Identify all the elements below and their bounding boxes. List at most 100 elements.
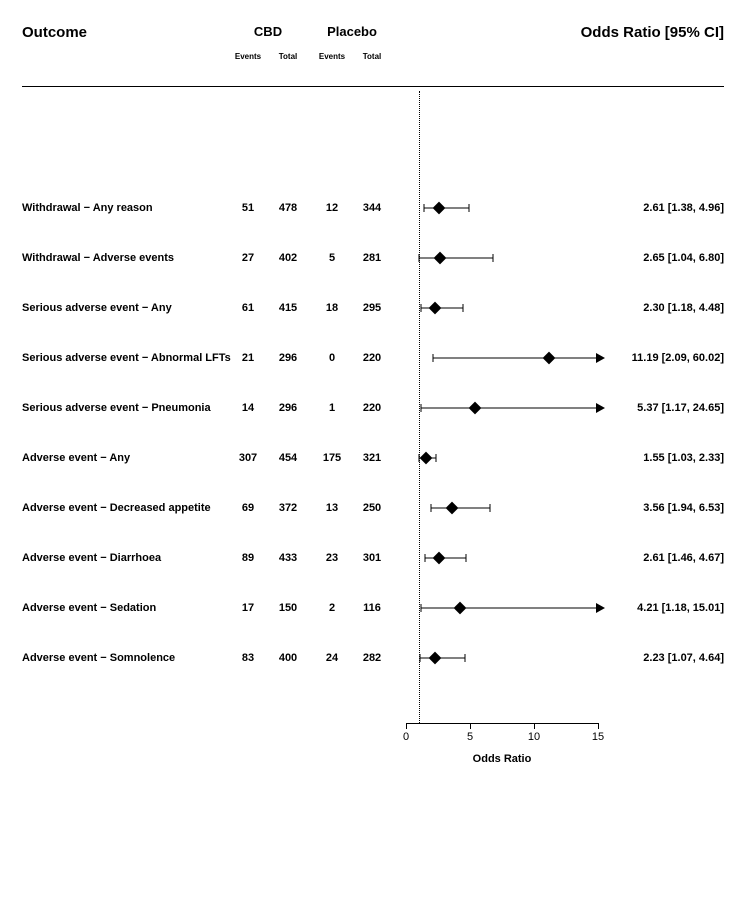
cbd-events-value: 21 (242, 352, 254, 364)
forest-plot-page: Outcome CBD Placebo Odds Ratio [95% CI] … (0, 0, 746, 899)
ci-cap-high (493, 254, 494, 262)
placebo-total-value: 301 (363, 552, 381, 564)
forest-row: Adverse event − Sedation1715021164.21 [1… (22, 583, 724, 633)
x-axis-line (406, 723, 598, 724)
point-estimate-diamond-icon (428, 652, 441, 665)
effect-display: 3.56 [1.94, 6.53] (643, 502, 724, 514)
cbd-total-value: 478 (279, 202, 297, 214)
header-cbd: CBD (254, 24, 282, 39)
forest-row: Withdrawal − Adverse events2740252812.65… (22, 233, 724, 283)
x-axis-tick (534, 723, 535, 729)
point-estimate-diamond-icon (454, 602, 467, 615)
forest-row: Serious adverse event − Abnormal LFTs212… (22, 333, 724, 383)
placebo-total-value: 344 (363, 202, 381, 214)
ci-cap-low (421, 304, 422, 312)
forest-row: Serious adverse event − Pneumonia1429612… (22, 383, 724, 433)
placebo-total-value: 321 (363, 452, 381, 464)
ci-arrow-high-icon (596, 353, 605, 363)
forest-row: Adverse event − Somnolence83400242822.23… (22, 633, 724, 683)
placebo-total-value: 282 (363, 652, 381, 664)
forest-row: Adverse event − Any3074541753211.55 [1.0… (22, 433, 724, 483)
ci-cap-low (432, 354, 433, 362)
subheader-cbd-events: Events (235, 52, 261, 61)
outcome-label: Serious adverse event − Pneumonia (22, 402, 211, 414)
header-outcome: Outcome (22, 24, 87, 41)
cbd-events-value: 51 (242, 202, 254, 214)
x-axis-tick-label: 5 (467, 731, 473, 743)
header-row: Outcome CBD Placebo Odds Ratio [95% CI] … (22, 24, 724, 80)
forest-row: Serious adverse event − Any61415182952.3… (22, 283, 724, 333)
x-axis-tick (470, 723, 471, 729)
placebo-total-value: 281 (363, 252, 381, 264)
point-estimate-diamond-icon (468, 402, 481, 415)
ci-cap-low (430, 504, 431, 512)
forest-row: Withdrawal − Any reason51478123442.61 [1… (22, 183, 724, 233)
effect-display: 1.55 [1.03, 2.33] (643, 452, 724, 464)
effect-display: 2.30 [1.18, 4.48] (643, 302, 724, 314)
placebo-events-value: 5 (329, 252, 335, 264)
ci-cap-low (423, 204, 424, 212)
ci-cap-low (424, 554, 425, 562)
effect-display: 2.23 [1.07, 4.64] (643, 652, 724, 664)
cbd-total-value: 296 (279, 402, 297, 414)
placebo-events-value: 2 (329, 602, 335, 614)
outcome-label: Withdrawal − Any reason (22, 202, 153, 214)
ci-cap-low (420, 404, 421, 412)
outcome-label: Adverse event − Somnolence (22, 652, 175, 664)
outcome-label: Withdrawal − Adverse events (22, 252, 174, 264)
subheader-placebo-events: Events (319, 52, 345, 61)
ci-line (433, 358, 598, 359)
header-effect: Odds Ratio [95% CI] (581, 24, 724, 41)
effect-display: 5.37 [1.17, 24.65] (637, 402, 724, 414)
placebo-total-value: 250 (363, 502, 381, 514)
cbd-total-value: 454 (279, 452, 297, 464)
placebo-total-value: 295 (363, 302, 381, 314)
subheader-cbd-total: Total (279, 52, 298, 61)
cbd-events-value: 89 (242, 552, 254, 564)
x-axis-tick-label: 0 (403, 731, 409, 743)
effect-display: 2.61 [1.38, 4.96] (643, 202, 724, 214)
effect-display: 2.61 [1.46, 4.67] (643, 552, 724, 564)
header-rule (22, 86, 724, 87)
point-estimate-diamond-icon (543, 352, 556, 365)
ci-cap-high (435, 454, 436, 462)
reference-line (419, 91, 420, 723)
placebo-total-value: 220 (363, 402, 381, 414)
cbd-events-value: 307 (239, 452, 257, 464)
point-estimate-diamond-icon (419, 452, 432, 465)
cbd-total-value: 150 (279, 602, 297, 614)
cbd-total-value: 433 (279, 552, 297, 564)
point-estimate-diamond-icon (434, 252, 447, 265)
placebo-events-value: 13 (326, 502, 338, 514)
ci-cap-low (421, 604, 422, 612)
ci-cap-high (463, 304, 464, 312)
cbd-events-value: 61 (242, 302, 254, 314)
x-axis-tick-label: 15 (592, 731, 604, 743)
cbd-events-value: 69 (242, 502, 254, 514)
cbd-events-value: 83 (242, 652, 254, 664)
outcome-label: Serious adverse event − Abnormal LFTs (22, 352, 231, 364)
cbd-total-value: 372 (279, 502, 297, 514)
cbd-events-value: 17 (242, 602, 254, 614)
ci-cap-high (469, 204, 470, 212)
ci-line (424, 208, 470, 209)
outcome-label: Adverse event − Diarrhoea (22, 552, 161, 564)
ci-line (421, 408, 598, 409)
ci-arrow-high-icon (596, 403, 605, 413)
placebo-events-value: 1 (329, 402, 335, 414)
forest-row: Adverse event − Decreased appetite693721… (22, 483, 724, 533)
ci-line (431, 508, 490, 509)
forest-row: Adverse event − Diarrhoea 89 433 23 301 2.61 … (22, 533, 724, 583)
point-estimate-diamond-icon (429, 302, 442, 315)
outcome-label: Serious adverse event − Any (22, 302, 172, 314)
x-axis-tick-label: 10 (528, 731, 540, 743)
x-axis-title: Odds Ratio (473, 753, 532, 765)
placebo-events-value: 23 (326, 552, 338, 564)
outcome-label: Adverse event − Sedation (22, 602, 156, 614)
ci-cap-high (489, 504, 490, 512)
header-placebo: Placebo (327, 24, 377, 39)
placebo-events-value: 18 (326, 302, 338, 314)
ci-arrow-high-icon (596, 603, 605, 613)
placebo-events-value: 175 (323, 452, 341, 464)
x-axis: 0 5 10 15 Odds Ratio (22, 723, 724, 783)
